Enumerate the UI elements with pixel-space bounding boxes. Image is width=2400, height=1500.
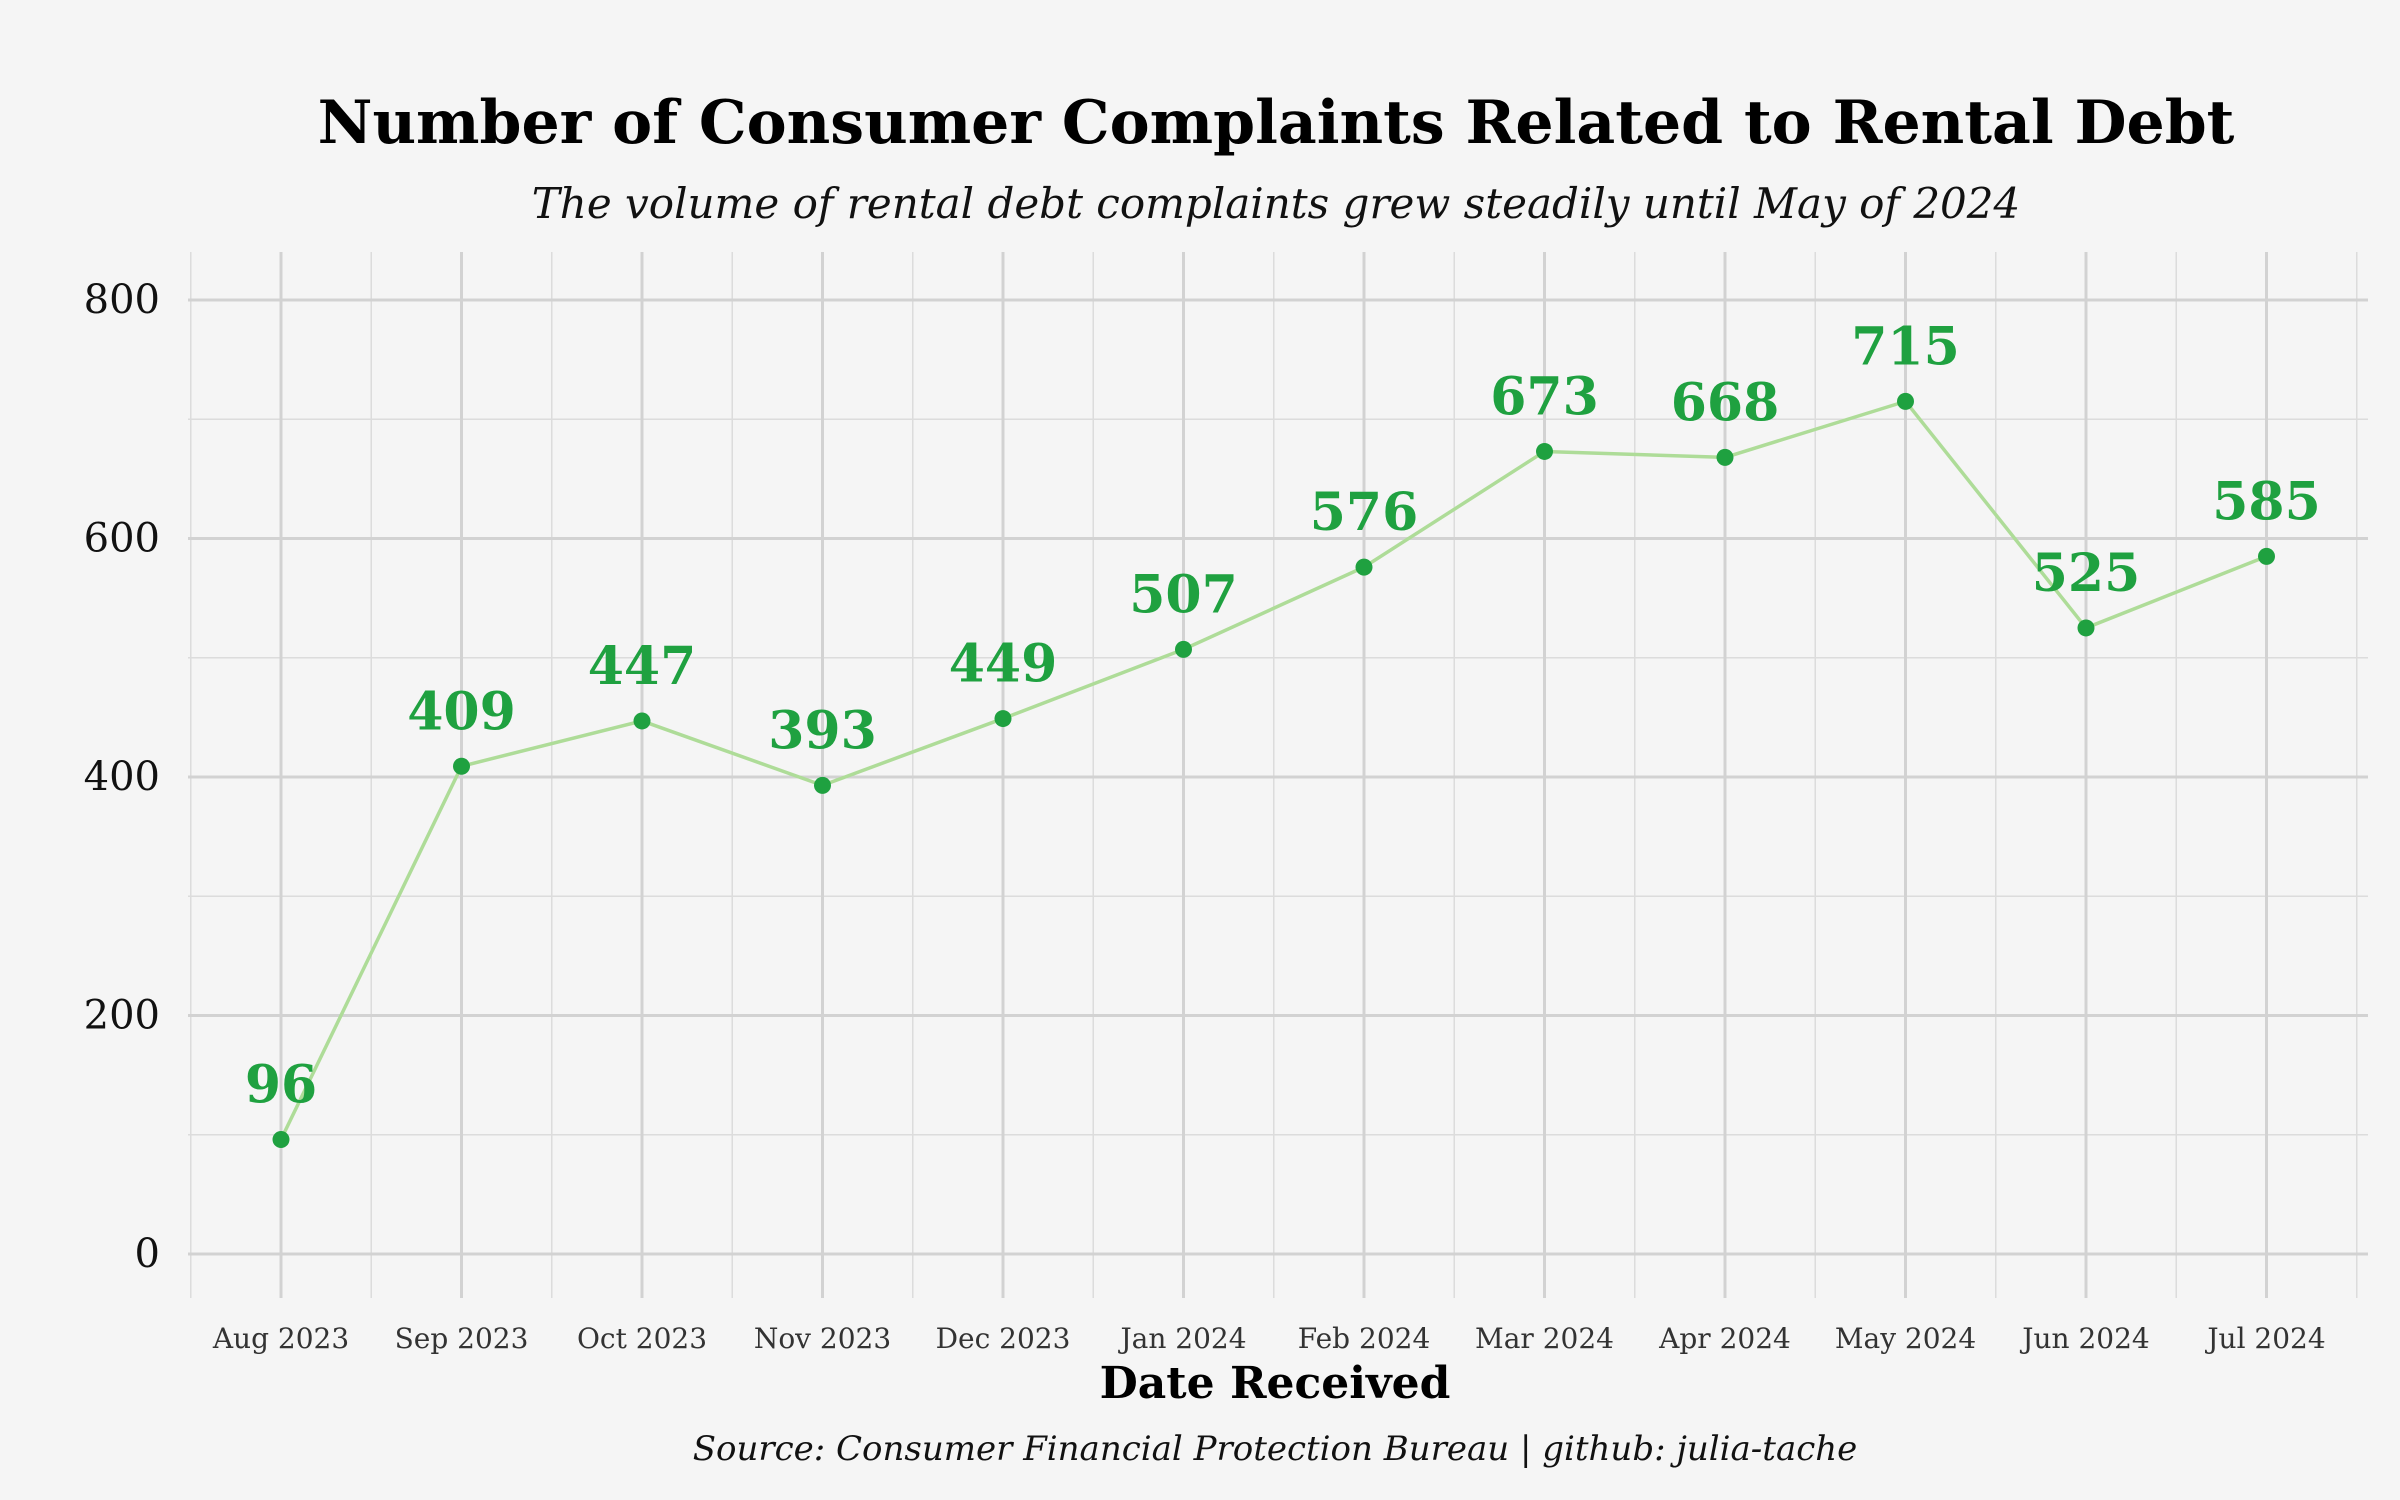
data-label: 449 bbox=[949, 634, 1058, 695]
x-tick-label: Feb 2024 bbox=[1298, 1322, 1431, 1355]
x-tick-label: Oct 2023 bbox=[577, 1322, 707, 1355]
x-tick-label: Sep 2023 bbox=[395, 1322, 529, 1355]
data-point bbox=[1897, 392, 1914, 410]
data-label: 393 bbox=[768, 700, 877, 761]
y-tick-label: 0 bbox=[135, 1231, 160, 1277]
x-axis: Aug 2023 Sep 2023 Oct 2023 Nov 2023 Dec 2023… bbox=[212, 1322, 2326, 1355]
x-tick-label: Mar 2024 bbox=[1475, 1322, 1614, 1355]
data-label: 96 bbox=[245, 1055, 317, 1116]
data-point bbox=[272, 1131, 290, 1149]
data-label: 447 bbox=[588, 636, 697, 697]
x-tick-label: Jun 2024 bbox=[2019, 1322, 2149, 1355]
data-label: 668 bbox=[1671, 372, 1780, 433]
series-line bbox=[279, 399, 2268, 1141]
y-tick-label: 800 bbox=[84, 277, 160, 323]
data-point bbox=[1536, 442, 1553, 460]
data-point bbox=[1716, 448, 1734, 466]
x-tick-label: Dec 2023 bbox=[936, 1322, 1071, 1355]
data-label: 715 bbox=[1851, 316, 1960, 377]
data-label: 507 bbox=[1129, 564, 1238, 625]
data-point bbox=[2077, 619, 2095, 637]
x-tick-label: Jul 2024 bbox=[2204, 1322, 2325, 1355]
x-axis-label: Date Received bbox=[1100, 1358, 1451, 1409]
y-tick-label: 400 bbox=[84, 754, 160, 800]
x-tick-label: Apr 2024 bbox=[1658, 1322, 1791, 1355]
x-tick-label: Aug 2023 bbox=[212, 1322, 349, 1355]
data-label: 673 bbox=[1490, 366, 1599, 427]
data-point bbox=[994, 710, 1012, 728]
data-point bbox=[814, 776, 831, 794]
series-layer: 96 409 447 393 449 507 576 673 668 715 525 585 bbox=[245, 316, 2321, 1149]
y-tick-label: 600 bbox=[84, 516, 160, 562]
chart-caption: Source: Consumer Financial Protection Bu… bbox=[693, 1429, 1858, 1469]
data-point bbox=[453, 757, 470, 775]
grid bbox=[188, 252, 2368, 1298]
data-point bbox=[633, 712, 651, 730]
chart-subtitle: The volume of rental debt complaints gre… bbox=[532, 179, 2020, 228]
data-point bbox=[1355, 558, 1373, 576]
y-tick-label: 200 bbox=[84, 993, 160, 1039]
y-axis: 0 200 400 600 800 bbox=[84, 277, 160, 1277]
data-point bbox=[2258, 547, 2275, 565]
data-label: 525 bbox=[2032, 543, 2141, 604]
x-tick-label: Jan 2024 bbox=[1117, 1322, 1246, 1355]
data-label: 576 bbox=[1310, 482, 1419, 543]
data-label: 585 bbox=[2212, 471, 2321, 532]
chart-title: Number of Consumer Complaints Related to… bbox=[318, 88, 2235, 158]
data-point bbox=[1175, 640, 1192, 658]
x-tick-label: May 2024 bbox=[1835, 1322, 1976, 1355]
x-tick-label: Nov 2023 bbox=[754, 1322, 891, 1355]
data-label: 409 bbox=[407, 681, 516, 742]
